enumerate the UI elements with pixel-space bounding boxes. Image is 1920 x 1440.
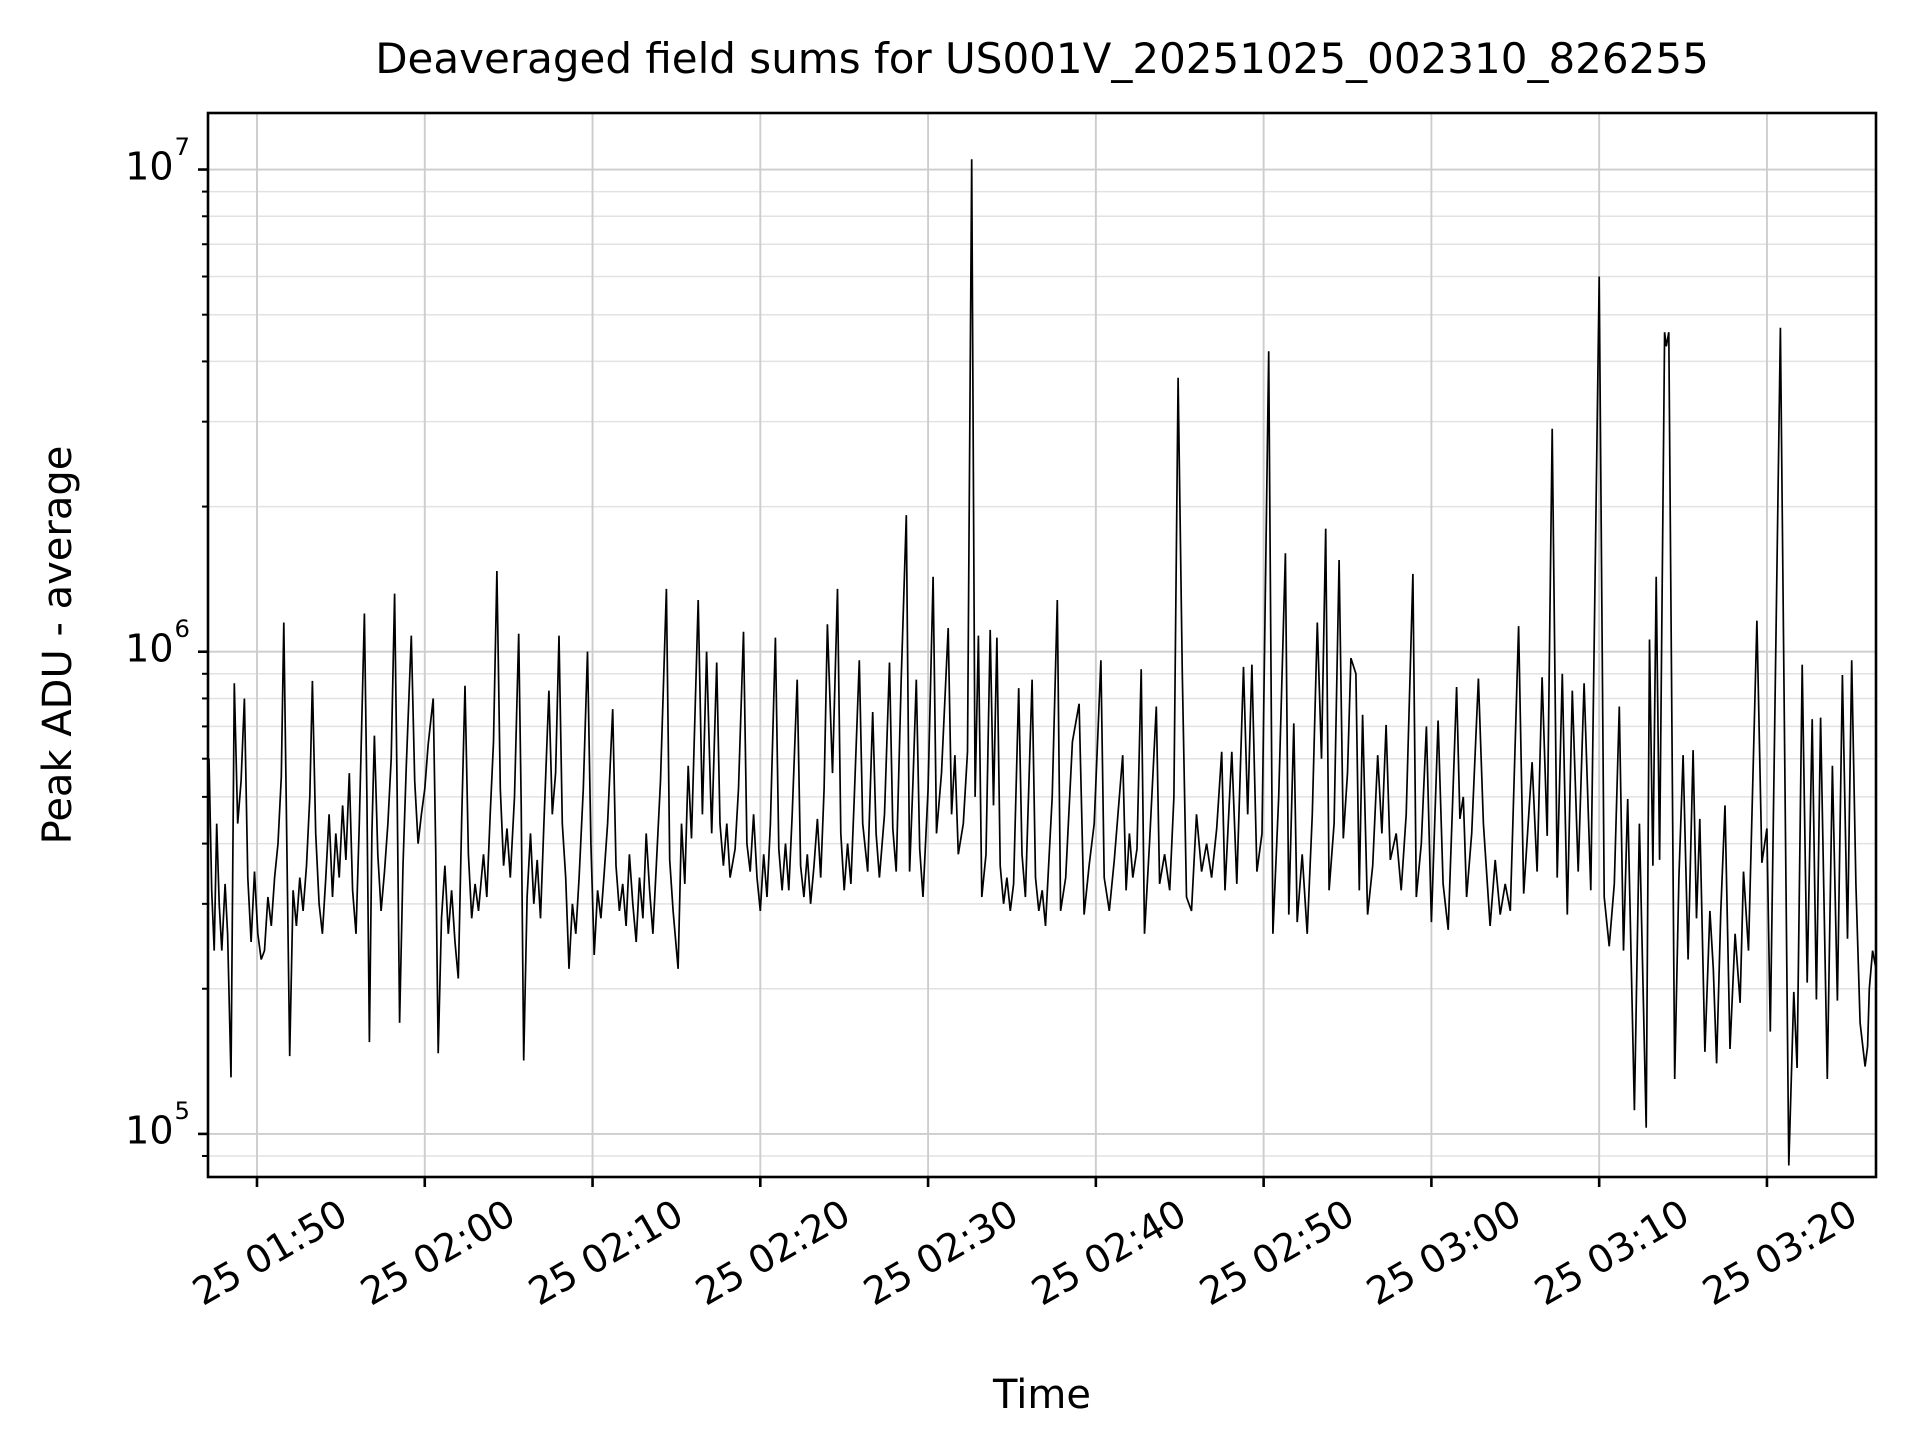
y-tick-label: 107 [125, 131, 190, 189]
x-axis-label: Time [993, 1372, 1091, 1418]
y-tick-label: 106 [125, 613, 190, 671]
axes-spines [206, 111, 1878, 1179]
y-tick-label: 105 [125, 1095, 190, 1153]
data-line [208, 159, 1877, 1166]
chart-title: Deaveraged field sums for US001V_2025102… [375, 34, 1709, 83]
